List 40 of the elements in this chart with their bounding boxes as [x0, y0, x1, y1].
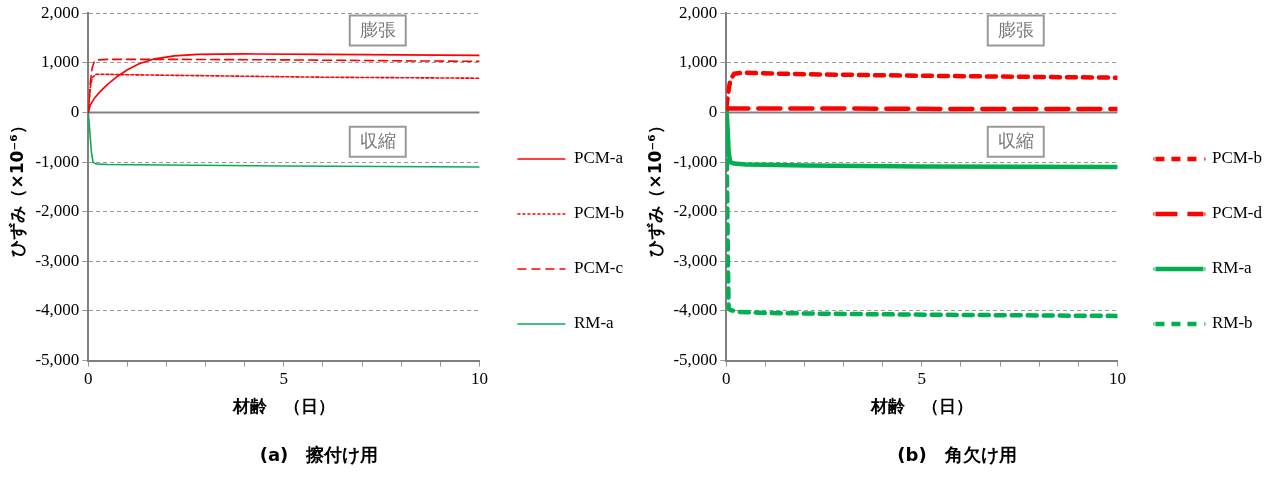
y-axis-title: ひずみ（×10⁻⁶）	[644, 117, 665, 257]
y-tick-label: 2,000	[679, 2, 718, 22]
text: (a) 擦付け用	[259, 443, 379, 465]
y-tick-label: -2,000	[35, 201, 80, 221]
y-axis-title: ひずみ（×10⁻⁶）	[6, 117, 27, 257]
y-tick-label: -4,000	[673, 300, 718, 320]
text: (b) 角欠け用	[897, 443, 1017, 465]
legend-label: PCM-d	[1211, 203, 1263, 223]
legend-label: PCM-b	[573, 203, 625, 223]
x-tick-label: 5	[917, 369, 927, 389]
y-tick-label: 2,000	[41, 2, 80, 22]
annotation: 収縮	[997, 130, 1034, 152]
x-axis-title: 材齢 （日）	[231, 395, 335, 416]
x-tick-label: 5	[279, 369, 289, 389]
y-tick-label: -1,000	[35, 151, 80, 171]
y-tick-label: 0	[708, 101, 718, 121]
y-tick-label: -5,000	[673, 350, 718, 370]
legend-label: RM-a	[1211, 258, 1253, 278]
y-tick-label: -1,000	[673, 151, 718, 171]
x-tick-label: 10	[1108, 369, 1126, 389]
annotation: 膨張	[997, 19, 1034, 41]
y-tick-label: 1,000	[41, 52, 80, 72]
y-tick-label: -3,000	[35, 250, 80, 270]
x-axis-title: 材齢 （日）	[869, 395, 973, 416]
y-tick-label: -2,000	[673, 201, 718, 221]
y-tick-label: 0	[70, 101, 80, 121]
legend-label: PCM-b	[1211, 148, 1263, 168]
y-tick-label: -3,000	[673, 250, 718, 270]
y-tick-label: -4,000	[35, 300, 80, 320]
legend-label: PCM-a	[573, 148, 624, 168]
legend-label: RM-a	[573, 313, 615, 333]
legend-label: PCM-c	[573, 258, 624, 278]
y-tick-label: -5,000	[35, 350, 80, 370]
y-tick-label: 1,000	[679, 52, 718, 72]
x-tick-label: 0	[722, 369, 731, 389]
legend-label: RM-b	[1211, 313, 1253, 333]
annotation: 収縮	[359, 130, 396, 152]
x-tick-label: 0	[84, 369, 93, 389]
x-tick-label: 10	[470, 369, 488, 389]
annotation: 膨張	[359, 19, 396, 41]
